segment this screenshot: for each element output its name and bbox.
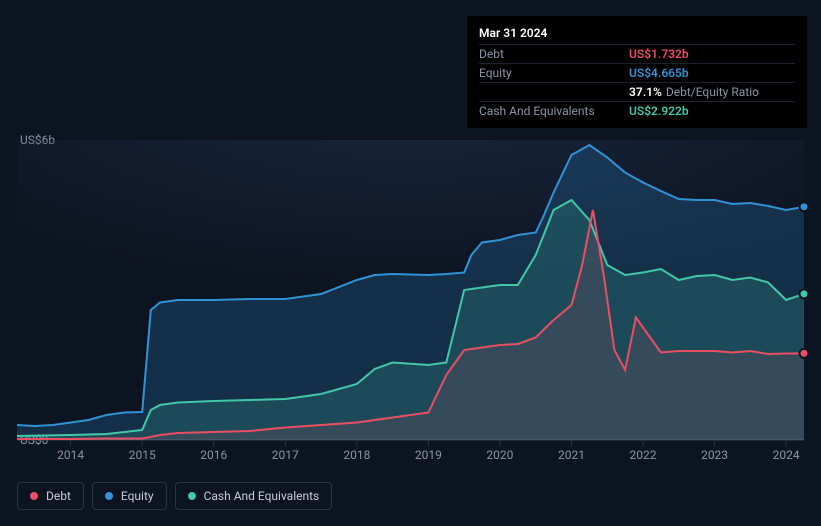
info-row-suffix: Debt/Equity Ratio bbox=[666, 85, 759, 99]
x-axis-label: 2024 bbox=[773, 448, 800, 462]
series-end-dot bbox=[800, 349, 809, 358]
legend-item[interactable]: Cash And Equivalents bbox=[175, 482, 333, 510]
series-end-dot bbox=[800, 202, 809, 211]
legend-dot-icon bbox=[105, 492, 113, 500]
legend-label: Equity bbox=[121, 489, 154, 503]
info-row-value: US$2.922b bbox=[629, 104, 689, 118]
chart-plot-area bbox=[17, 140, 804, 440]
chart-svg bbox=[17, 140, 804, 440]
chart-container: Mar 31 2024 DebtUS$1.732bEquityUS$4.665b… bbox=[0, 0, 821, 526]
info-row-value: 37.1%Debt/Equity Ratio bbox=[629, 85, 759, 99]
x-axis-label: 2018 bbox=[343, 448, 370, 462]
x-axis-label: 2014 bbox=[57, 448, 84, 462]
info-row: DebtUS$1.732b bbox=[479, 44, 795, 63]
info-row-label bbox=[479, 85, 629, 99]
x-axis-label: 2022 bbox=[630, 448, 657, 462]
x-axis-label: 2015 bbox=[129, 448, 156, 462]
x-axis-label: 2017 bbox=[272, 448, 299, 462]
info-row-label: Equity bbox=[479, 66, 629, 80]
info-row-label: Cash And Equivalents bbox=[479, 104, 629, 118]
info-row: Cash And EquivalentsUS$2.922b bbox=[479, 101, 795, 120]
info-row-label: Debt bbox=[479, 47, 629, 61]
x-axis-label: 2019 bbox=[415, 448, 442, 462]
info-row: EquityUS$4.665b bbox=[479, 63, 795, 82]
x-axis-label: 2023 bbox=[701, 448, 728, 462]
legend-item[interactable]: Equity bbox=[92, 482, 167, 510]
info-box: Mar 31 2024 DebtUS$1.732bEquityUS$4.665b… bbox=[467, 16, 807, 128]
info-row-value: US$1.732b bbox=[629, 47, 689, 61]
legend-item[interactable]: Debt bbox=[17, 482, 84, 510]
x-axis-labels: 2014 2015 2016 2017 2018 2019 2020 2021 2022 2023… bbox=[17, 448, 804, 468]
x-axis-label: 2016 bbox=[200, 448, 227, 462]
info-row: 37.1%Debt/Equity Ratio bbox=[479, 82, 795, 101]
legend: Debt Equity Cash And Equivalents bbox=[17, 482, 332, 510]
info-row-value: US$4.665b bbox=[629, 66, 689, 80]
series-end-dot bbox=[800, 289, 809, 298]
info-date: Mar 31 2024 bbox=[479, 24, 795, 44]
legend-label: Debt bbox=[46, 489, 71, 503]
legend-dot-icon bbox=[30, 492, 38, 500]
x-axis-label: 2020 bbox=[486, 448, 513, 462]
legend-label: Cash And Equivalents bbox=[204, 489, 320, 503]
legend-dot-icon bbox=[188, 492, 196, 500]
x-axis-label: 2021 bbox=[558, 448, 585, 462]
